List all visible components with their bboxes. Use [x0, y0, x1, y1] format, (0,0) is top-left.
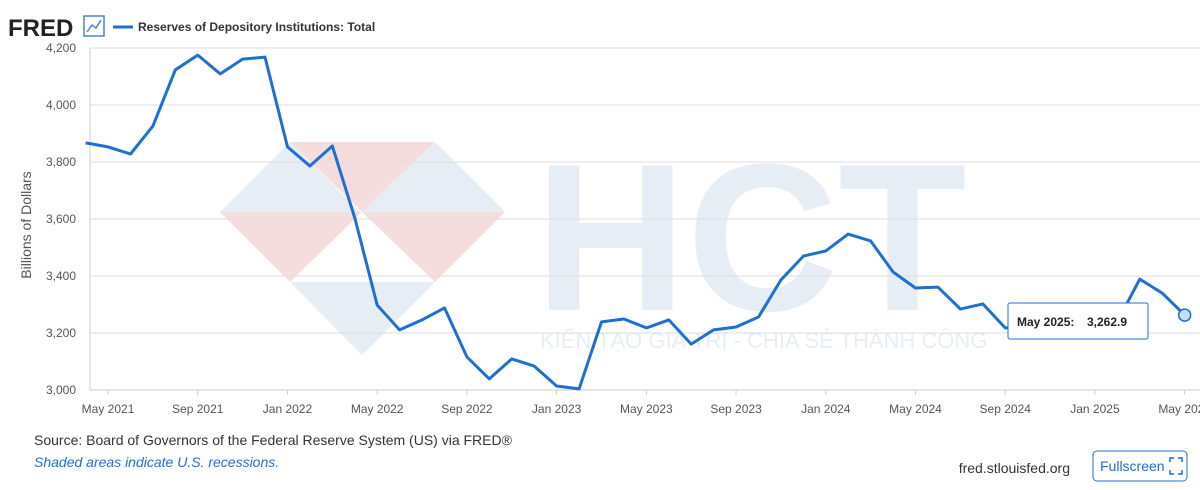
fullscreen-icon[interactable]	[1169, 457, 1183, 475]
logo-icon	[83, 15, 105, 37]
hover-point	[1177, 308, 1192, 322]
tooltip-date: May 2025:	[1017, 315, 1074, 329]
y-tick-label: 3,800	[46, 155, 76, 169]
site: fred.stlouisfed.org	[959, 460, 1070, 476]
x-tick-label: Sep 2021	[172, 402, 224, 416]
x-tick-label: May 2024	[889, 402, 942, 416]
y-tick-label: 4,200	[46, 41, 76, 55]
x-tick-label: Jan 2022	[263, 402, 313, 416]
watermark-shape	[362, 212, 505, 282]
watermark-shape	[290, 142, 435, 212]
x-tick-label: Sep 2023	[710, 402, 762, 416]
y-tick-label: 3,000	[46, 383, 76, 397]
x-tick-label: May 2021	[82, 402, 135, 416]
fullscreen-label[interactable]: Fullscreen	[1100, 458, 1165, 474]
note: Shaded areas indicate U.S. recessions.	[34, 454, 279, 470]
y-axis-label: Billions of Dollars	[18, 171, 34, 278]
tooltip-box	[1007, 302, 1149, 340]
x-tick-label: Jan 2024	[801, 402, 851, 416]
fullscreen-button[interactable]	[1092, 450, 1188, 482]
logo-icon-line	[86, 19, 102, 33]
y-tick-label: 3,400	[46, 269, 76, 283]
x-tick-label: May 2025	[1158, 402, 1200, 416]
watermark-shape	[220, 142, 360, 212]
x-tick-label: May 2022	[351, 402, 404, 416]
watermark-shape	[220, 212, 362, 282]
y-tick-label: 3,200	[46, 326, 76, 340]
y-tick-label: 4,000	[46, 98, 76, 112]
source: Source: Board of Governors of the Federa…	[34, 432, 513, 448]
plot: 3,000 3,200 3,400 3,600 3,800 4,000 4,200 May 2…	[46, 41, 1200, 416]
x-tick-label: Sep 2024	[980, 402, 1032, 416]
x-tick-label: Sep 2022	[441, 402, 493, 416]
watermark-slogan: KIẾN TẠO GIÁ TRỊ - CHIA SẺ THÀNH CÔNG	[540, 328, 987, 353]
watermark-shape	[362, 142, 505, 212]
x-tick-label: May 2023	[620, 402, 673, 416]
watermark-logo: HCT	[535, 120, 967, 355]
watermark: HCT KIẾN TẠO GIÁ TRỊ - CHIA SẺ THÀNH CÔN…	[220, 120, 987, 355]
y-tick-label: 3,600	[46, 212, 76, 226]
logo: FRED	[8, 15, 73, 42]
legend-label: Reserves of Depository Institutions: Tot…	[138, 20, 375, 34]
tooltip-value: 3,262.9	[1087, 315, 1127, 329]
x-tick-label: Jan 2025	[1070, 402, 1120, 416]
watermark-shape	[290, 282, 435, 355]
x-tick-label: Jan 2023	[532, 402, 582, 416]
series-line	[85, 53, 1186, 391]
